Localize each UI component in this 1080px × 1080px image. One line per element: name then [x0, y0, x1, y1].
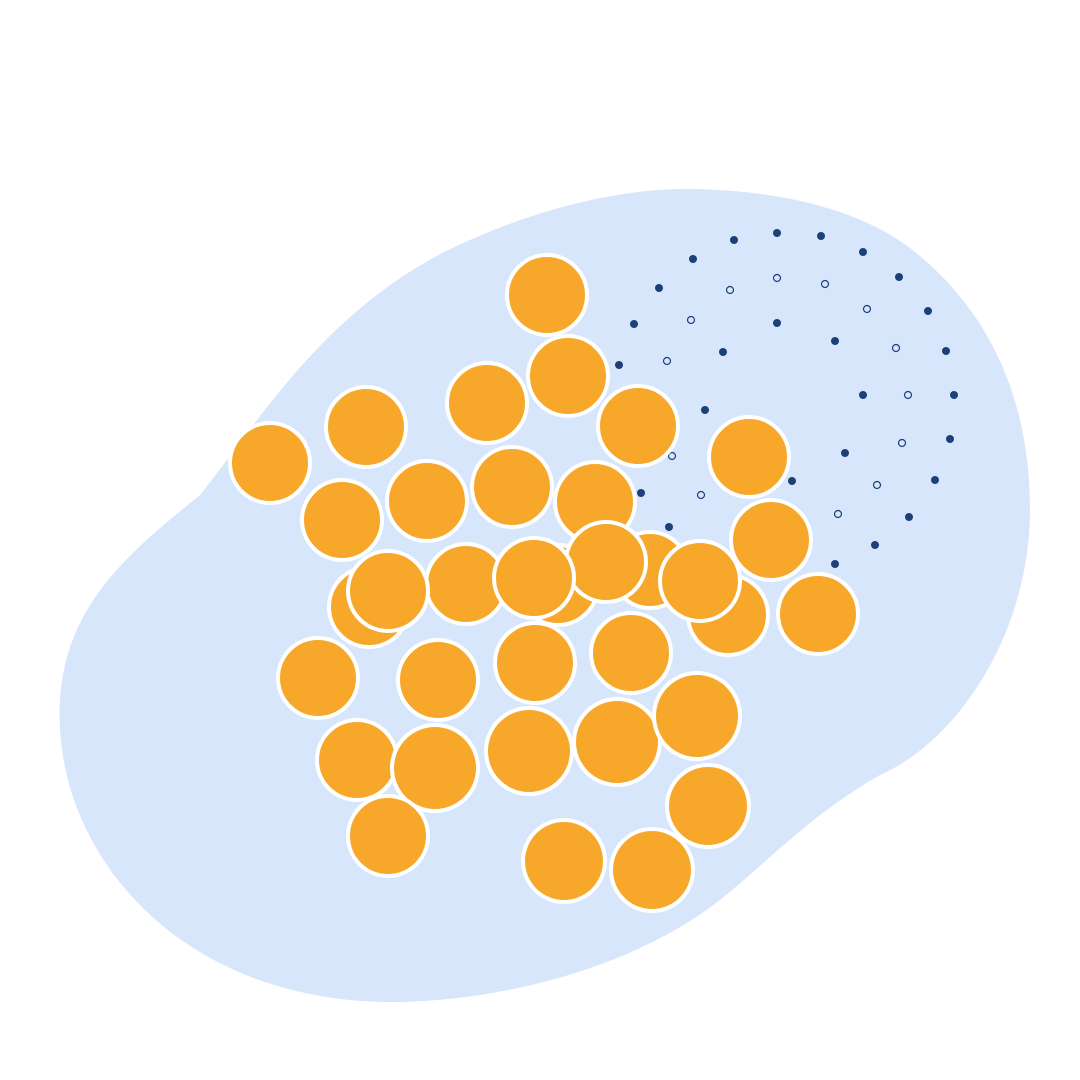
dot — [905, 513, 913, 521]
dot — [942, 347, 950, 355]
dot — [730, 236, 738, 244]
ball — [315, 718, 399, 802]
ring-dot — [686, 315, 696, 325]
ball — [521, 818, 607, 904]
dot — [950, 391, 958, 399]
dot — [630, 320, 638, 328]
ball — [228, 421, 312, 505]
ball — [652, 671, 742, 761]
ball — [526, 334, 610, 418]
dot — [689, 255, 697, 263]
ball — [385, 459, 469, 543]
dot-pattern — [615, 229, 958, 568]
ball — [484, 706, 574, 796]
dot — [701, 406, 709, 414]
dot — [788, 477, 796, 485]
dot — [719, 348, 727, 356]
dot — [859, 391, 867, 399]
dot — [817, 232, 825, 240]
dot — [773, 319, 781, 327]
ball — [564, 520, 648, 604]
dot — [859, 248, 867, 256]
ring-dot — [833, 509, 843, 519]
dot — [871, 541, 879, 549]
ball — [776, 572, 860, 656]
dot — [831, 560, 839, 568]
ring-dot — [862, 304, 872, 314]
ring-dot — [667, 451, 677, 461]
dot — [946, 435, 954, 443]
ball — [707, 415, 791, 499]
ring-dot — [662, 356, 672, 366]
ring-dot — [725, 285, 735, 295]
dot — [931, 476, 939, 484]
dot — [665, 523, 673, 531]
ball — [589, 611, 673, 695]
dot — [655, 284, 663, 292]
dot — [924, 307, 932, 315]
ball — [324, 385, 408, 469]
ring-dot — [772, 273, 782, 283]
ball — [300, 478, 384, 562]
ball — [665, 763, 751, 849]
ball — [445, 361, 529, 445]
dot — [773, 229, 781, 237]
ball — [390, 723, 480, 813]
ring-dot — [696, 490, 706, 500]
dot — [841, 449, 849, 457]
dot — [637, 489, 645, 497]
ring-dot — [820, 279, 830, 289]
dot — [895, 273, 903, 281]
ball — [396, 638, 480, 722]
ball — [276, 636, 360, 720]
ring-dot — [872, 480, 882, 490]
ball — [493, 621, 577, 705]
dot — [615, 361, 623, 369]
ball — [346, 794, 430, 878]
ball — [609, 827, 695, 913]
ball — [572, 697, 662, 787]
ring-dot — [891, 343, 901, 353]
ball — [492, 536, 576, 620]
ring-dot — [897, 438, 907, 448]
ball — [729, 498, 813, 582]
ball — [346, 549, 430, 633]
ball — [596, 384, 680, 468]
ring-dot — [903, 390, 913, 400]
ball — [505, 253, 589, 337]
ball — [658, 539, 742, 623]
dot — [831, 337, 839, 345]
ball-cluster — [228, 253, 860, 913]
ball — [470, 445, 554, 529]
